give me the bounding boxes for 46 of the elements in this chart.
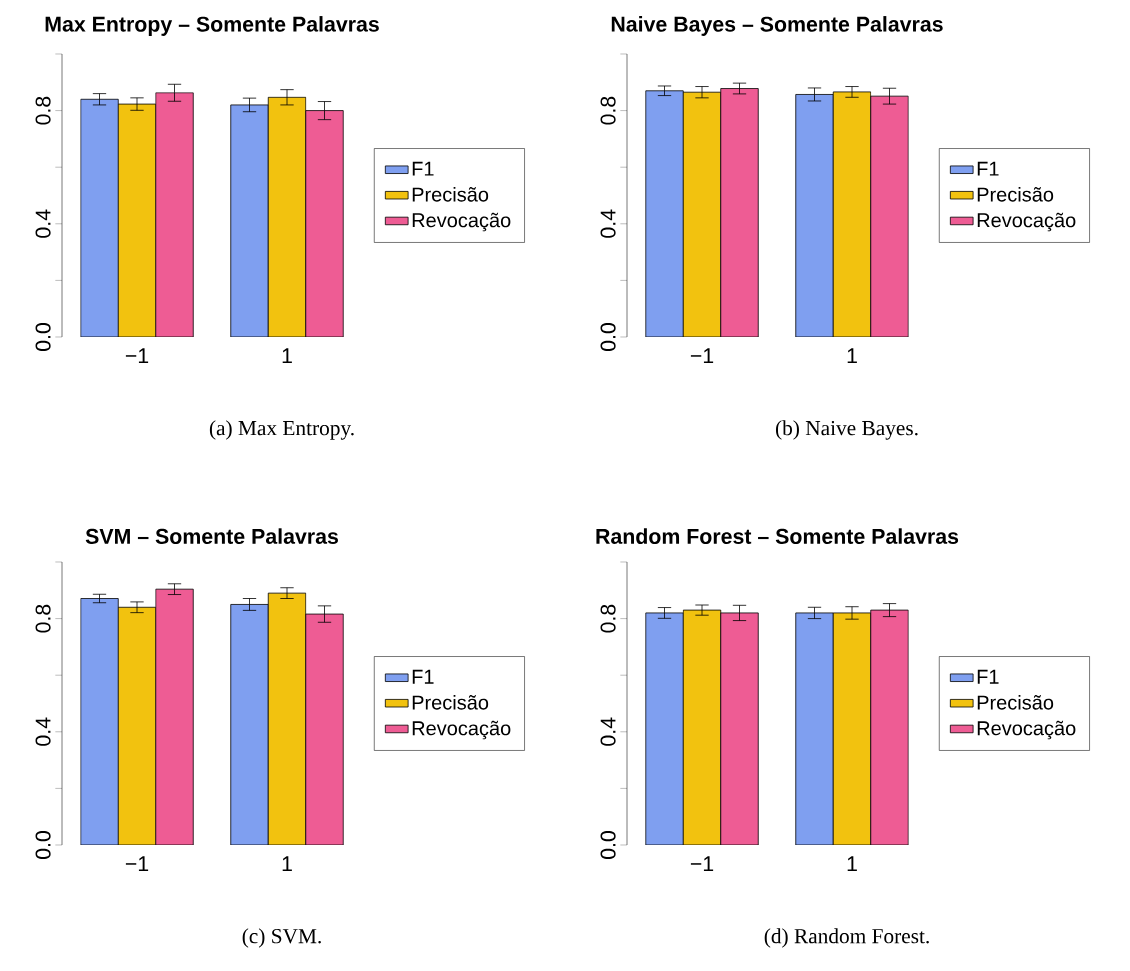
y-tick-label: 0.0 <box>35 831 51 859</box>
bar <box>230 604 269 845</box>
legend-label: F1 <box>977 669 999 684</box>
chart-title: Naive Bayes – Somente Palavras <box>611 16 943 36</box>
legend-label: Revocação <box>977 720 1076 740</box>
y-tick-label: 0.8 <box>35 604 51 633</box>
y-tick-label: 0.4 <box>600 209 616 238</box>
legend-label: F1 <box>412 669 434 684</box>
bar <box>80 598 119 845</box>
x-tick-label: 1 <box>282 348 292 364</box>
y-tick-label: 0.4 <box>35 209 51 238</box>
y-tick-label: 0.0 <box>600 831 616 859</box>
y-tick-label: 0.0 <box>35 323 51 351</box>
y-tick-label: 0.0 <box>600 323 616 351</box>
legend-label: Revocação <box>977 212 1076 232</box>
x-tick-label: −1 <box>690 856 714 872</box>
bar <box>267 592 307 845</box>
x-tick-label: 1 <box>847 348 857 364</box>
bar <box>117 606 157 845</box>
bar <box>155 588 194 845</box>
legend-label: Precisão <box>412 694 489 710</box>
legend-label: Precisão <box>977 186 1054 202</box>
x-tick-label: 1 <box>847 856 857 872</box>
x-tick-label: −1 <box>690 348 714 364</box>
y-tick-label: 0.4 <box>35 717 51 746</box>
bar <box>305 613 344 845</box>
y-tick-label: 0.4 <box>600 717 616 746</box>
text: (d) Random Forest. <box>764 928 929 948</box>
legend-label: Revocação <box>412 720 511 740</box>
text: (c) SVM. <box>242 928 321 948</box>
legend-label: F1 <box>977 161 999 176</box>
x-tick-label: 1 <box>282 856 292 872</box>
chart-title: Random Forest – Somente Palavras <box>596 528 959 544</box>
x-tick-label: −1 <box>125 348 149 364</box>
legend-label: F1 <box>412 161 434 176</box>
legend-label: Revocação <box>412 212 511 232</box>
chart-title: Max Entropy – Somente Palavras <box>45 16 379 36</box>
x-tick-label: −1 <box>125 856 149 872</box>
text: (a) Max Entropy. <box>209 420 354 440</box>
y-tick-label: 0.8 <box>35 96 51 125</box>
text: (b) Naive Bayes. <box>775 420 918 440</box>
legend-label: Precisão <box>412 186 489 202</box>
y-tick-label: 0.8 <box>600 604 616 633</box>
legend-label: Precisão <box>977 694 1054 710</box>
y-tick-label: 0.8 <box>600 96 616 125</box>
chart-title: SVM – Somente Palavras <box>85 528 338 544</box>
